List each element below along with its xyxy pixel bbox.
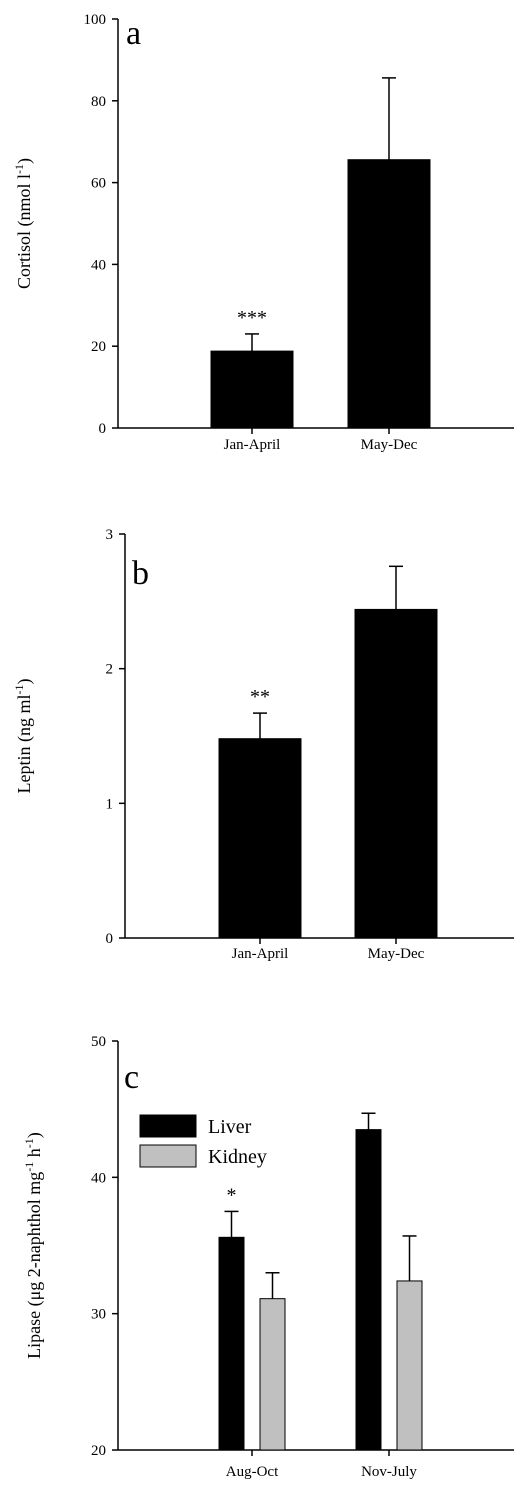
y-tick-label: 0 — [106, 931, 114, 947]
x-tick-label: Jan-April — [232, 946, 289, 962]
bar — [259, 1298, 286, 1451]
y-label-text: ) — [14, 158, 35, 164]
bar — [218, 738, 302, 939]
legend-swatch — [139, 1114, 197, 1138]
significance-marker: *** — [237, 307, 267, 329]
y-tick-label: 50 — [91, 1034, 106, 1050]
y-tick-label: 40 — [91, 257, 106, 273]
y-tick-label: 20 — [91, 1443, 106, 1459]
x-tick-label: Jan-April — [224, 437, 281, 453]
y-label-text: h — [24, 1148, 44, 1162]
y-tick-label: 20 — [91, 339, 106, 355]
x-tick-label: Aug-Oct — [226, 1464, 279, 1480]
legend-swatch — [139, 1144, 197, 1168]
bar — [218, 1236, 245, 1451]
y-label-text: Lipase (μg 2-naphthol mg — [24, 1172, 45, 1359]
panel-letter: a — [126, 15, 141, 52]
y-label-text: Leptin (ng ml — [14, 695, 35, 794]
y-tick-label: 40 — [91, 1170, 106, 1186]
y-tick-label: 60 — [91, 176, 106, 192]
y-label-text: Cortisol (nmol l — [14, 174, 35, 289]
legend-label: Liver — [208, 1116, 252, 1138]
legend: Liver Kidney — [139, 1114, 267, 1168]
y-label-text: ) — [14, 679, 35, 685]
y-axis-label: Leptin (ng ml-1) — [12, 679, 35, 794]
x-tick-label: May-Dec — [361, 437, 418, 453]
y-label-superscript: -1 — [12, 164, 26, 174]
bar — [355, 1129, 382, 1451]
y-tick-label: 1 — [106, 796, 114, 812]
bar — [354, 608, 438, 939]
panel-letter: c — [124, 1059, 139, 1096]
x-tick-label: Nov-July — [361, 1464, 417, 1480]
y-label-superscript: -1 — [22, 1162, 36, 1172]
chart-panel-b: 0 1 2 3 Jan-April May-Dec ** b Leptin (ng ml-1) — [12, 527, 514, 962]
significance-marker: ** — [250, 686, 270, 708]
bar — [210, 350, 294, 429]
y-tick-label: 2 — [106, 662, 114, 678]
significance-marker: * — [227, 1184, 237, 1206]
x-tick-label: May-Dec — [368, 946, 425, 962]
chart-panel-a: 0 20 40 60 80 100 Jan-April May-Dec *** a Cortisol… — [12, 12, 514, 453]
y-tick-label: 100 — [84, 12, 107, 28]
y-tick-label: 3 — [106, 527, 114, 543]
panel-letter: b — [132, 555, 149, 592]
bar — [347, 159, 431, 429]
y-label-superscript: -1 — [12, 685, 26, 695]
y-axis-label: Lipase (μg 2-naphthol mg-1 h-1) — [22, 1132, 45, 1359]
y-label-text: ) — [24, 1132, 45, 1138]
y-tick-label: 30 — [91, 1307, 106, 1323]
bar — [396, 1280, 423, 1451]
chart-panel-c: 20 30 40 50 Aug-Oct Nov-July * c Lipase (μg 2-na… — [22, 1034, 514, 1480]
y-label-superscript: -1 — [22, 1138, 36, 1148]
y-tick-label: 80 — [91, 94, 106, 110]
y-axis-label: Cortisol (nmol l-1) — [12, 158, 35, 289]
y-tick-label: 0 — [99, 421, 107, 437]
legend-label: Kidney — [208, 1146, 267, 1168]
